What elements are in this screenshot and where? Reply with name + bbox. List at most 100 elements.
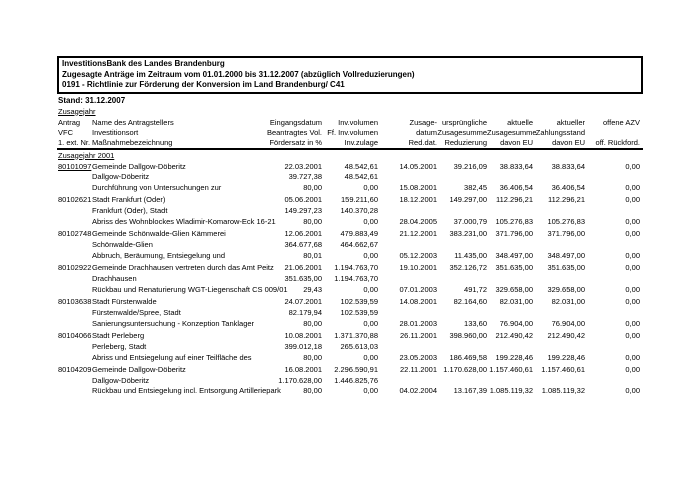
zusage-datum: 22.11.2001 <box>400 364 437 374</box>
cell <box>437 308 487 319</box>
urspruengliche-zusagesumme: 1.170.628,00 <box>443 364 487 374</box>
reduzierung-header: Reduzierung <box>444 137 487 147</box>
beantragtes-vol: 364.677,68 <box>284 240 322 250</box>
inv-volumen: 479.883,49 <box>340 229 378 239</box>
antrag-number: 80102922 <box>58 263 92 273</box>
inv-zulage: 0,00 <box>363 352 378 362</box>
table-row-line2: Fürstenwalde/Spree, Stadt 82.179,94 102.53… <box>57 308 643 319</box>
antrag-number: 80102748 <box>58 229 92 239</box>
foerdersatz: 29,43 <box>303 284 322 294</box>
aktuelle-zusagesumme: 112.296,21 <box>496 195 533 205</box>
cell <box>437 240 487 251</box>
name-des-antragstellers-header: Name des Antragstellers <box>92 117 174 127</box>
beantragtes-vol: 39.727,38 <box>288 172 322 182</box>
zusage-datum: 18.12.2001 <box>399 195 437 205</box>
inv-volumen-header: Inv.volumen <box>338 117 378 127</box>
zahlungsstand-header: Zahlungsstand <box>535 127 585 137</box>
applicant-name: Stadt Fürstenwalde <box>92 297 157 307</box>
red-dat: 05.12.2003 <box>399 250 437 260</box>
cell <box>487 376 533 387</box>
davon-eu-zahlung: 199.228,46 <box>547 352 585 362</box>
inv-zulage: 0,00 <box>363 183 378 193</box>
cell <box>437 274 487 285</box>
table-row-line3: Rückbau und Renaturierung WGT-Liegenscha… <box>57 285 643 296</box>
table-row-line2: Frankfurt (Oder), Stadt 149.297,23 140.370… <box>57 206 643 217</box>
foerdersatz: 80,00 <box>303 386 322 396</box>
cell <box>57 217 92 228</box>
reduzierung: 13.167,39 <box>453 386 487 396</box>
inv-zulage-header: Inv.zulage <box>344 137 378 147</box>
ff-inv-volumen: 48.542,61 <box>344 172 378 182</box>
beantragtes-vol: 149.297,23 <box>284 206 322 216</box>
inv-zulage: 0,00 <box>363 318 378 328</box>
table-row-line1: 80101097 Gemeinde Dallgow-Döberitz 22.03.2… <box>57 162 643 173</box>
beantragtes-vol: 1.170.628,00 <box>278 375 322 385</box>
cell <box>437 172 487 183</box>
cell <box>487 172 533 183</box>
massnahmebezeichnung: Rückbau und Entsiegelung incl. Entsorgun… <box>92 386 281 396</box>
table-row-line3: Sanierungsuntersuchung - Konzeption Tank… <box>57 319 643 330</box>
antrag-number[interactable]: 80101097 <box>58 161 92 171</box>
davon-eu-zusage: 329.658,00 <box>495 284 533 294</box>
applicant-name: Stadt Perleberg <box>92 330 145 340</box>
aktuelle-header: aktuelle <box>507 117 533 127</box>
inv-zulage: 0,00 <box>363 216 378 226</box>
cell <box>585 342 640 353</box>
antrag-header: Antrag <box>58 117 81 127</box>
davon-eu-zusage: 199.228,46 <box>495 352 533 362</box>
applicant-name: Stadt Frankfurt (Oder) <box>92 195 166 205</box>
table-row-line2: Schönwalde-Glien 364.677,68 464.662,67 <box>57 240 643 251</box>
davon-eu-zahlung: 329.658,00 <box>547 284 585 294</box>
cell <box>57 183 92 194</box>
cell <box>437 206 487 217</box>
cell <box>487 206 533 217</box>
eingangsdatum-header: Eingangsdatum <box>269 117 322 127</box>
cell <box>533 308 585 319</box>
table-row-line2: Perleberg, Stadt 399.012,18 265.613,03 <box>57 342 643 353</box>
offene-azv: 0,00 <box>625 195 640 205</box>
cell <box>533 342 585 353</box>
urspruengliche-zusagesumme: 352.126,72 <box>449 263 487 273</box>
aktuelle-zusagesumme: 371.796,00 <box>495 229 533 239</box>
reduzierung: 491,72 <box>464 284 487 294</box>
report-description: Zugesagte Anträge im Zeitraum vom 01.01.… <box>62 69 415 79</box>
davon-eu-zusage: 76.904,00 <box>499 318 533 328</box>
davon-eu-zahlung: 105.276,83 <box>547 216 585 226</box>
cell <box>533 274 585 285</box>
report-title-box: InvestitionsBank des Landes Brandenburg … <box>57 56 643 94</box>
applicant-name: Gemeinde Dallgow-Döberitz <box>92 364 186 374</box>
offene-azv: 0,00 <box>625 330 640 340</box>
cell <box>487 240 533 251</box>
empty-header <box>585 128 640 138</box>
davon-eu2-header: davon EU <box>552 137 585 147</box>
investitionsort: Drachhausen <box>92 273 137 283</box>
investitionsort: Fürstenwalde/Spree, Stadt <box>92 307 181 317</box>
aktueller-zahlungsstand: 371.796,00 <box>547 229 585 239</box>
cell <box>57 285 92 296</box>
inv-volumen: 2.296.590,91 <box>334 364 378 374</box>
cell <box>378 376 437 387</box>
zusage-datum: 19.10.2001 <box>399 263 437 273</box>
inv-zulage: 0,00 <box>363 386 378 396</box>
off-rueckford: 0,00 <box>625 250 640 260</box>
offene-azv: 0,00 <box>625 161 640 171</box>
cell <box>585 308 640 319</box>
offene-azv: 0,00 <box>625 263 640 273</box>
red-dat: 28.01.2003 <box>399 318 437 328</box>
massnahmebezeichnung: Rückbau und Renaturierung WGT-Liegenscha… <box>92 284 288 294</box>
ff-inv-volumen: 464.662,67 <box>340 240 378 250</box>
stand-date: Stand: 31.12.2007 <box>58 95 126 105</box>
antrag-number: 80104066 <box>58 330 92 340</box>
massnahmebezeichnung: Abriss des Wohnblockes Wladimir-Komarow-… <box>92 216 276 226</box>
antrag-number: 80102621 <box>58 195 92 205</box>
eingangsdatum: 12.06.2001 <box>284 229 322 239</box>
cell <box>57 342 92 353</box>
inv-volumen: 48.542,61 <box>344 161 378 171</box>
beantragtes-vol: 399.012,18 <box>284 341 322 351</box>
urspruengliche-zusagesumme: 82.164,60 <box>453 297 487 307</box>
table-row-group: 80104066 Stadt Perleberg 10.08.2001 1.371.3… <box>57 331 643 363</box>
zusage-datum: 14.08.2001 <box>399 297 437 307</box>
aktueller-zahlungsstand: 112.296,21 <box>548 195 585 205</box>
group-label-zusagejahr-2001: Zusagejahr 2001 <box>58 150 115 160</box>
cell <box>378 342 437 353</box>
